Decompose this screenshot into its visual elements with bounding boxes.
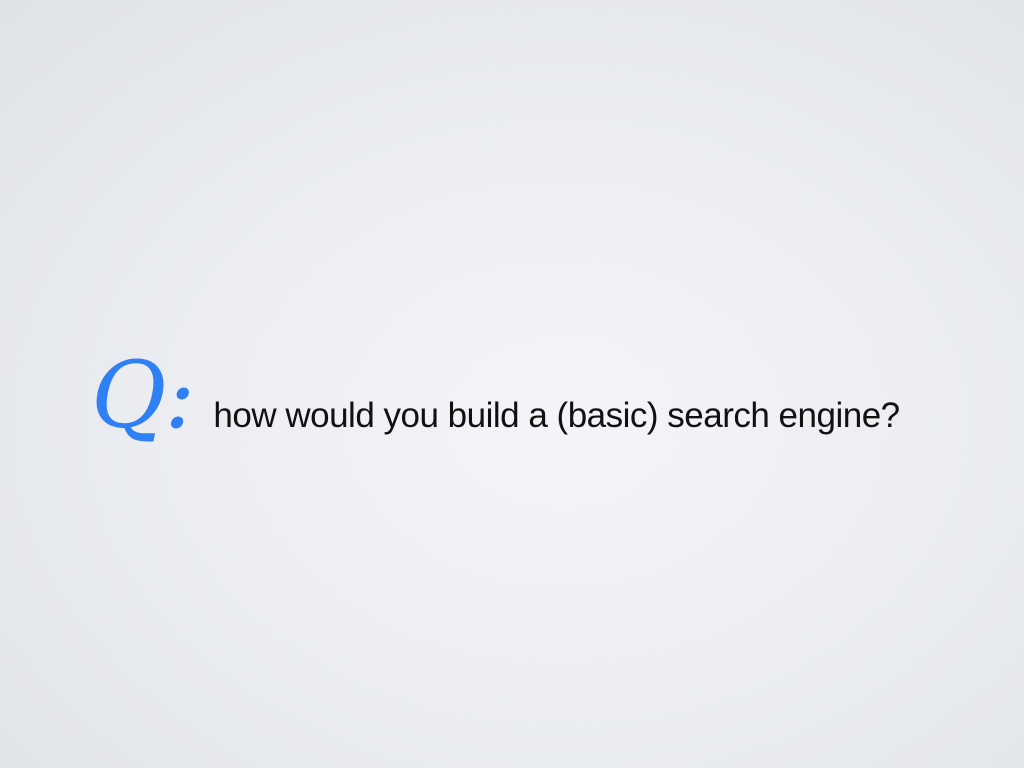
question-text: how would you build a (basic) search eng…	[213, 396, 900, 435]
question-line: Q: how would you build a (basic) search …	[91, 350, 900, 442]
question-label: Q:	[91, 342, 195, 449]
